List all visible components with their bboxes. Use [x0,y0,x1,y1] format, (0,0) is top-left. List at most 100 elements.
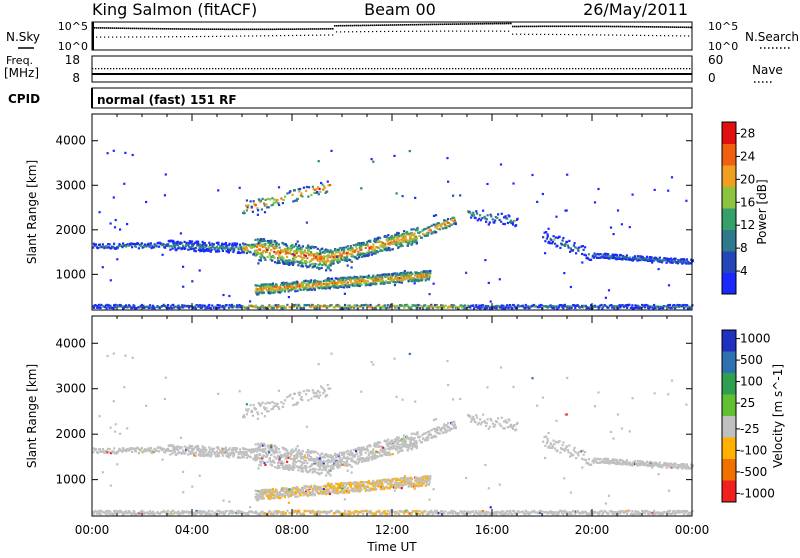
nsky-point [438,24,440,26]
power-cell [453,217,455,219]
power-cell [142,305,144,307]
nave-point [602,68,603,69]
nave-point [284,68,285,69]
velocity-cell [428,430,430,432]
power-colorbar-segment [722,230,736,252]
nsearch-point [320,35,321,36]
power-cell [268,304,270,306]
nsky-point [194,28,196,30]
nsky-point [378,24,380,26]
nave-point [203,68,204,69]
nave-label: Nave [752,63,783,77]
power-cell [319,188,321,190]
nsky-point [370,25,372,27]
nsearch-point [680,35,681,36]
nsky-point [332,28,334,30]
nsky-point [390,24,392,26]
power-cell [314,287,316,289]
power-cell [329,287,331,289]
power-cell [353,244,355,246]
power-cell [124,152,126,154]
power-cell [549,242,551,244]
power-colorbar-segment [722,251,736,273]
power-cell [443,307,445,309]
nsearch-point [388,31,389,32]
power-cell [675,258,677,260]
power-cell [199,244,201,246]
nsky-point [410,24,412,26]
nsky-point [398,24,400,26]
power-cell [428,278,430,280]
power-cell [324,187,326,189]
power-cell [171,245,173,247]
nsearch-point [412,31,413,32]
nsky-point [430,24,432,26]
nsky-point [172,28,174,30]
nave-point [518,68,519,69]
power-cell [669,304,671,306]
power-cell [349,304,351,306]
power-cell [505,307,507,309]
nsky-point [140,28,142,30]
power-cell [414,233,416,235]
power-cell [233,305,235,307]
power-cell [348,253,350,255]
power-cell [250,251,252,253]
power-cell [222,294,224,296]
freq-tick-top: 18 [65,53,80,67]
power-cell [446,225,448,227]
nave-point [155,68,156,69]
nsky-point [592,26,594,28]
power-cell [568,247,570,249]
power-cell [305,255,307,257]
nave-point [191,68,192,69]
velocity-cell [387,439,389,441]
nsearch-point [528,34,529,35]
nsky-point [660,26,662,28]
nsearch-point [212,36,213,37]
nsearch-point [384,31,385,32]
velocity-cell [428,436,430,438]
velocity-cell [360,452,362,454]
power-cell [387,304,389,306]
nsky-point [400,24,402,26]
nave-point [482,68,483,69]
nsky-point [460,23,462,25]
nsearch-point [96,37,97,38]
nsearch-point [612,34,613,35]
nsearch-point [488,31,489,32]
nsky-point [368,25,370,27]
nave-point [506,68,507,69]
power-cell [381,277,383,279]
freq-traces [92,68,692,74]
power-cell [429,293,431,295]
nsearch-point [184,36,185,37]
power-cell [285,252,287,254]
power-cell [685,200,687,202]
velocity-cell [313,459,315,461]
y-tick-label: 2000 [55,223,86,237]
nsky-point [680,26,682,28]
velocity-cell [392,453,394,455]
date-title: 26/May/2011 [583,0,688,19]
noise-tick-bottom-right: 10^0 [708,40,738,53]
velocity-cell [256,455,258,457]
power-cell [554,243,556,245]
nsky-label: N.Sky [6,30,40,44]
power-cell [563,272,565,274]
velocity-cell [375,457,377,459]
nsky-point [422,24,424,26]
nave-point [215,68,216,69]
power-cell [542,236,544,238]
nave-point [347,68,348,69]
power-cell [451,224,453,226]
power-cell [393,155,395,157]
power-cell [258,242,260,244]
nsky-point [186,28,188,30]
power-cell [571,307,573,309]
power-cell [94,304,96,306]
velocity-cell [325,474,327,476]
power-cell [470,217,472,219]
nsky-point [458,23,460,25]
velocity-cell [338,454,340,456]
